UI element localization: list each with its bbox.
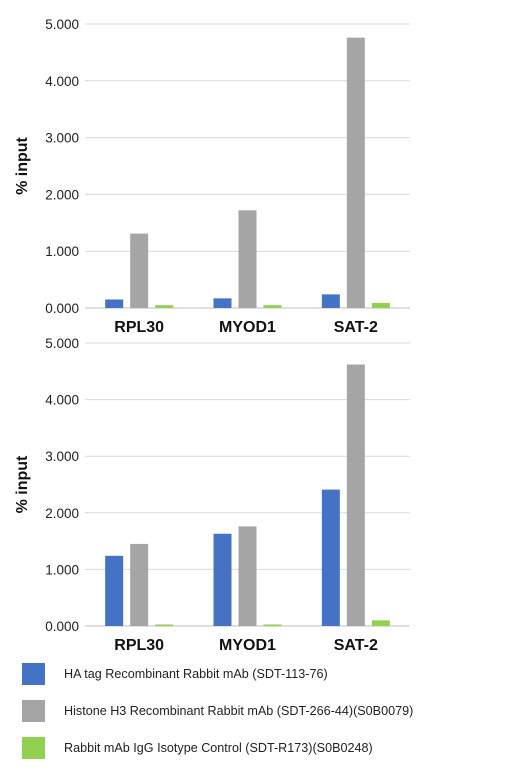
legend-label-histone-h3: Histone H3 Recombinant Rabbit mAb (SDT-2… bbox=[64, 704, 414, 718]
bar-rpl30-series-3 bbox=[155, 624, 174, 626]
bar-sat-2-series-1 bbox=[321, 489, 340, 626]
bar-sat-2-series-2 bbox=[346, 37, 365, 309]
bar-sat-2-series-3 bbox=[371, 302, 390, 308]
y-axis-label: % input bbox=[14, 136, 31, 194]
legend-label-ha-tag: HA tag Recombinant Rabbit mAb (SDT-113-7… bbox=[64, 667, 328, 681]
bar-rpl30-series-1 bbox=[105, 555, 124, 626]
bar-myod1-series-2 bbox=[238, 526, 257, 626]
bar-rpl30-series-2 bbox=[130, 543, 149, 626]
legend-swatch-ha-tag bbox=[22, 663, 45, 685]
y-tick-label: 2.000 bbox=[45, 187, 79, 202]
x-category-label: RPL30 bbox=[114, 319, 164, 336]
legend-item-igg-control: Rabbit mAb IgG Isotype Control (SDT-R173… bbox=[22, 737, 413, 759]
y-tick-label: 4.000 bbox=[45, 393, 79, 408]
y-tick-label: 0.000 bbox=[45, 301, 79, 316]
bar-rpl30-series-2 bbox=[130, 233, 149, 308]
x-category-label: SAT-2 bbox=[334, 319, 378, 336]
y-tick-label: 3.000 bbox=[45, 131, 79, 146]
y-tick-label: 2.000 bbox=[45, 506, 79, 521]
y-tick-label: 1.000 bbox=[45, 244, 79, 259]
bar-rpl30-series-3 bbox=[155, 305, 174, 308]
y-axis-label: % input bbox=[14, 455, 31, 513]
x-category-label: MYOD1 bbox=[219, 319, 276, 336]
y-tick-label: 4.000 bbox=[45, 74, 79, 89]
legend-item-histone-h3: Histone H3 Recombinant Rabbit mAb (SDT-2… bbox=[22, 700, 414, 722]
charts-canvas: 0.000 1.000 2.000 3.000 4.000 5.000 RPL30 MYOD1… bbox=[14, 17, 410, 654]
bar-rpl30-series-1 bbox=[105, 299, 124, 308]
bar-myod1-series-3 bbox=[263, 305, 282, 308]
bar-sat-2-series-2 bbox=[346, 364, 365, 626]
y-tick-label: 5.000 bbox=[45, 17, 79, 32]
bar-sat-2-series-1 bbox=[321, 294, 340, 308]
y-tick-label: 3.000 bbox=[45, 449, 79, 464]
legend-item-ha-tag: HA tag Recombinant Rabbit mAb (SDT-113-7… bbox=[22, 663, 413, 685]
bar-myod1-series-1 bbox=[213, 298, 232, 308]
bar-sat-2-series-3 bbox=[371, 620, 390, 626]
x-category-label: SAT-2 bbox=[334, 637, 378, 654]
legend-label-igg-control: Rabbit mAb IgG Isotype Control (SDT-R173… bbox=[64, 741, 373, 755]
bar-myod1-series-2 bbox=[238, 210, 257, 308]
bar-myod1-series-1 bbox=[213, 533, 232, 626]
x-category-label: RPL30 bbox=[114, 637, 164, 654]
bar-myod1-series-3 bbox=[263, 624, 282, 626]
legend: HA tag Recombinant Rabbit mAb (SDT-113-7… bbox=[22, 663, 414, 775]
legend-swatch-igg-control bbox=[22, 737, 45, 759]
y-tick-label: 1.000 bbox=[45, 562, 79, 577]
chart-bottom: 0.000 1.000 2.000 3.000 4.000 5.000 RPL30 MYOD1… bbox=[14, 336, 410, 654]
chart-top: 0.000 1.000 2.000 3.000 4.000 5.000 RPL30 MYOD1… bbox=[14, 17, 410, 336]
legend-swatch-histone-h3 bbox=[22, 700, 45, 722]
x-category-label: MYOD1 bbox=[219, 637, 276, 654]
y-tick-label: 5.000 bbox=[45, 336, 79, 351]
y-tick-label: 0.000 bbox=[45, 619, 79, 634]
